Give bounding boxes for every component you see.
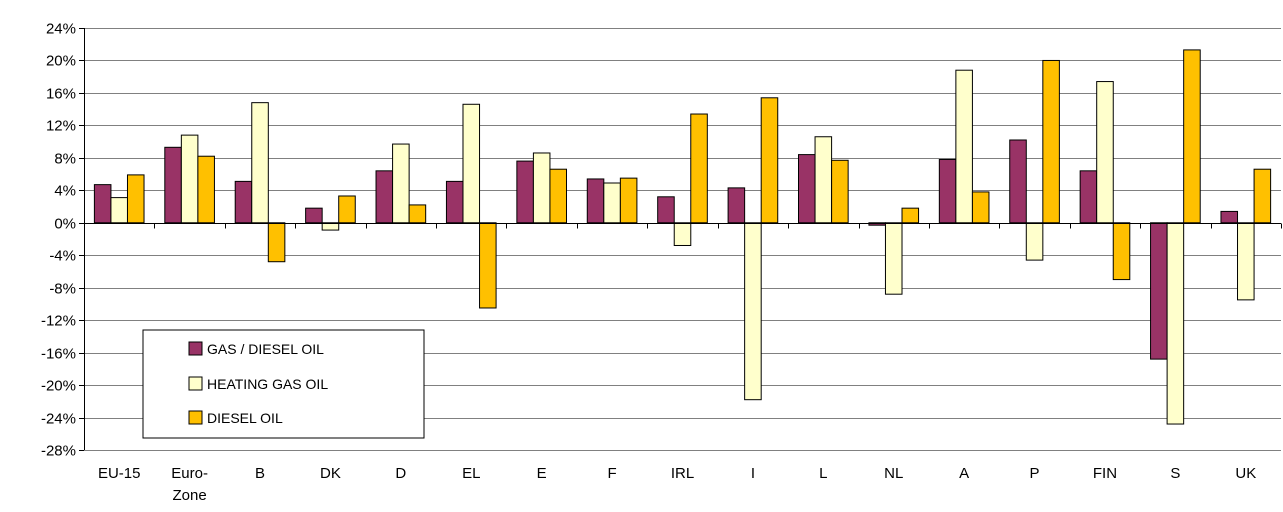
bar-diesel-oil <box>408 204 427 224</box>
x-tick-labels: EU-15 Euro- Zone B DK D EL E F IRL I L NL A P FIN S UK <box>98 465 1256 504</box>
x-tick-label: L <box>819 465 827 482</box>
bar-diesel-oil <box>338 195 356 224</box>
bar-diesel-oil <box>1183 49 1201 224</box>
bar-heating-gas-oil <box>884 222 903 295</box>
y-tick-labels: 24% 20% 16% 12% 8% 4% 0% -4% -8% -12% -16% -20% -24%… <box>41 21 76 460</box>
bar-heating-gas-oil <box>321 222 340 231</box>
y-tick-label: -4% <box>49 248 76 265</box>
y-tick-label: -16% <box>41 346 76 363</box>
legend: GAS / DIESEL OIL HEATING GAS OIL DIESEL … <box>142 329 425 439</box>
bar-gas-diesel-oil <box>445 180 464 224</box>
legend-item-heating-gas-oil: HEATING GAS OIL <box>188 376 328 392</box>
bar-diesel-oil <box>267 222 286 263</box>
bars <box>93 49 1272 425</box>
x-tick-label: D <box>395 465 406 482</box>
bar-heating-gas-oil <box>744 222 762 401</box>
bar-heating-gas-oil <box>673 222 692 246</box>
x-tick-label: FIN <box>1093 465 1117 482</box>
bar-gas-diesel-oil <box>727 187 746 224</box>
bar-diesel-oil <box>619 177 638 224</box>
x-tick-label: EL <box>462 465 480 482</box>
bar-diesel-oil <box>197 155 215 224</box>
bar-diesel-oil <box>479 222 497 309</box>
bar-diesel-oil <box>690 113 708 224</box>
y-tick-label: 20% <box>46 53 76 70</box>
y-tick-label: 12% <box>46 118 76 135</box>
x-tick-label: NL <box>884 465 903 482</box>
bar-gas-diesel-oil <box>234 180 253 224</box>
x-tick-label: B <box>255 465 265 482</box>
y-tick-label: 16% <box>46 86 76 103</box>
x-tick-label: UK <box>1235 465 1256 482</box>
bar-gas-diesel-oil <box>375 170 394 224</box>
legend-label-diesel-oil: DIESEL OIL <box>207 410 283 426</box>
bar-diesel-oil <box>549 168 568 224</box>
bar-heating-gas-oil <box>392 143 410 224</box>
bar-gas-diesel-oil <box>1079 170 1098 224</box>
legend-swatch-heating-gas-oil <box>188 376 203 391</box>
bar-diesel-oil <box>901 207 920 224</box>
bar-gas-diesel-oil <box>1150 222 1168 360</box>
y-tick-label: -8% <box>49 281 76 298</box>
x-tick-label: A <box>959 465 969 482</box>
bar-gas-diesel-oil <box>1220 210 1239 224</box>
legend-item-diesel-oil: DIESEL OIL <box>188 410 283 426</box>
bar-diesel-oil <box>1253 168 1272 224</box>
legend-label-gas-diesel-oil: GAS / DIESEL OIL <box>207 341 324 357</box>
legend-item-gas-diesel-oil: GAS / DIESEL OIL <box>188 341 324 357</box>
bar-gas-diesel-oil <box>93 184 112 224</box>
bar-diesel-oil <box>971 191 990 224</box>
y-tick-label: -28% <box>41 443 76 460</box>
bar-diesel-oil <box>1042 59 1060 224</box>
bar-heating-gas-oil <box>955 69 973 224</box>
bar-heating-gas-oil <box>1025 222 1044 261</box>
bar-diesel-oil <box>760 97 779 224</box>
bar-gas-diesel-oil <box>516 160 534 224</box>
y-tick-label: -20% <box>41 378 76 395</box>
legend-swatch-gas-diesel-oil <box>188 341 203 356</box>
y-tick-label: 4% <box>54 183 76 200</box>
y-tick-label: -24% <box>41 411 76 428</box>
x-tick-label: S <box>1170 465 1180 482</box>
y-tick-label: -12% <box>41 313 76 330</box>
x-tick-label: I <box>751 465 755 482</box>
bar-gas-diesel-oil <box>586 178 605 224</box>
bar-diesel-oil <box>126 174 145 224</box>
bar-gas-diesel-oil <box>657 196 675 224</box>
y-tick-label: 8% <box>54 151 76 168</box>
bar-heating-gas-oil <box>110 197 128 224</box>
bar-gas-diesel-oil <box>164 146 182 224</box>
bar-heating-gas-oil <box>603 182 621 224</box>
bar-gas-diesel-oil <box>305 207 323 224</box>
bar-diesel-oil <box>831 159 849 224</box>
legend-swatch-diesel-oil <box>188 410 203 425</box>
x-tick-label: F <box>608 465 617 482</box>
bar-gas-diesel-oil <box>1009 139 1027 224</box>
x-tick-label: E <box>537 465 547 482</box>
bar-gas-diesel-oil <box>798 154 816 224</box>
bar-heating-gas-oil <box>180 134 199 224</box>
x-tick-label: Euro- <box>171 465 208 482</box>
bar-heating-gas-oil <box>814 136 833 224</box>
x-tick-label: EU-15 <box>98 465 141 482</box>
axes <box>79 28 1282 451</box>
x-tick-label: P <box>1030 465 1040 482</box>
y-tick-label: 0% <box>54 216 76 233</box>
bar-heating-gas-oil <box>1237 222 1255 301</box>
legend-label-heating-gas-oil: HEATING GAS OIL <box>207 376 328 392</box>
bar-heating-gas-oil <box>532 152 551 224</box>
x-tick-label: DK <box>320 465 341 482</box>
bar-heating-gas-oil <box>1166 222 1185 425</box>
bar-diesel-oil <box>1112 222 1131 281</box>
x-tick-label: Zone <box>173 487 207 504</box>
y-tick-label: 24% <box>46 21 76 38</box>
x-tick-label: IRL <box>671 465 694 482</box>
bar-heating-gas-oil <box>251 102 269 224</box>
bar-heating-gas-oil <box>462 103 481 224</box>
bar-heating-gas-oil <box>1096 81 1114 224</box>
bar-gas-diesel-oil <box>938 158 957 224</box>
